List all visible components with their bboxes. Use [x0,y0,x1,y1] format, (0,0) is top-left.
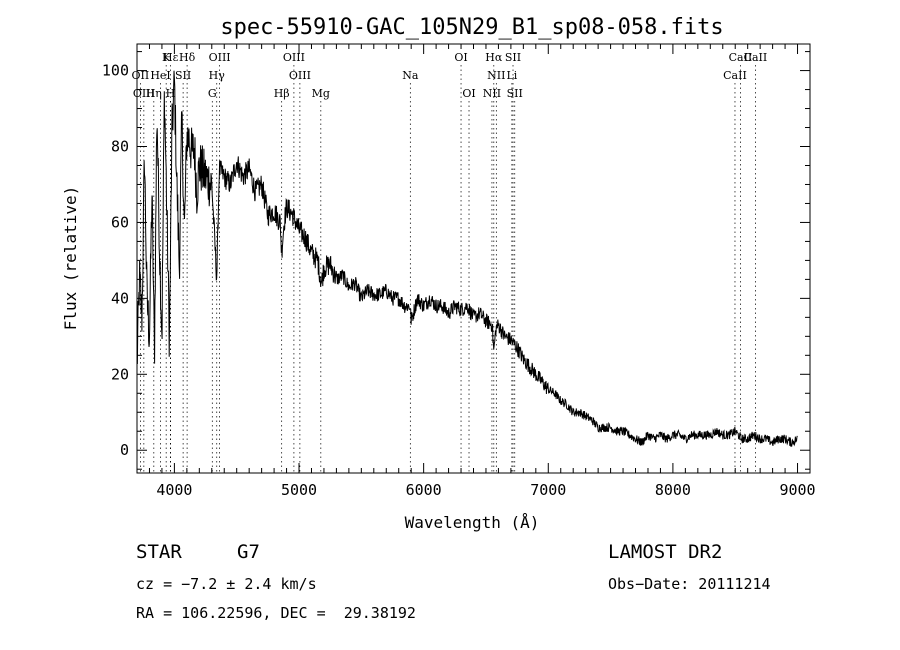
x-tick-label: 4000 [156,481,192,499]
x-tick-label: 9000 [779,481,815,499]
subclass-label: G7 [237,541,260,563]
class-label-text: STAR [136,541,182,563]
line-marker-label: Hδ [179,51,196,64]
class-label: STAR [136,541,182,563]
y-axis-label: Flux (relative) [61,186,80,331]
x-tick-label: 7000 [530,481,566,499]
line-marker-label: Hα [485,51,503,64]
line-marker-label: G [208,87,217,100]
plot-frame [136,43,811,474]
survey-label-text: LAMOST DR2 [608,541,723,563]
line-marker-label: OIII [283,51,305,64]
line-marker-label: SII [175,69,191,82]
line-marker-label: OIII [289,69,311,82]
obs-date-label: Obs−Date: 20111214 [608,575,771,593]
y-tick-label: 100 [102,62,129,80]
line-marker-label: OI [454,51,467,64]
spectrum-line [136,70,798,447]
y-tick-label: 60 [111,213,129,231]
line-marker-label: OI [462,87,475,100]
line-marker-label: Hγ [209,69,226,82]
x-tick-label: 8000 [655,481,691,499]
line-marker-label: HeI [150,69,170,82]
redshift-label-text: cz = −7.2 ± 2.4 km/s [136,575,317,593]
line-marker-label: NII [483,87,501,100]
coords-label: RA = 106.22596, DEC = 29.38192 [136,604,416,622]
y-tick-label: 0 [120,441,129,459]
line-marker-label: OIII [133,87,155,100]
survey-label: LAMOST DR2 [608,541,722,563]
x-tick-label: 5000 [281,481,317,499]
obs-date-label-text: Obs−Date: 20111214 [608,575,771,593]
line-marker-label: CaII [729,51,753,64]
line-marker-label: SII [507,87,523,100]
line-marker-label: CaII [744,51,768,64]
y-tick-label: 80 [111,138,129,156]
line-marker-label: Hε [163,51,179,64]
line-marker-label: Hη [146,87,162,100]
line-marker-label: Li [506,69,517,82]
line-marker-label: H [166,87,176,100]
line-marker-label: SII [505,51,521,64]
y-tick-label: 40 [111,289,129,307]
line-marker-label: Hβ [274,87,290,100]
coords-label-text: RA = 106.22596, DEC = 29.38192 [136,604,416,622]
line-marker-label: Na [402,69,419,82]
subclass-label-text: G7 [237,541,260,563]
redshift-label: cz = −7.2 ± 2.4 km/s [136,575,317,593]
line-marker-label: K [162,51,171,64]
y-tick-label: 20 [111,365,129,383]
line-marker-label: OII [132,69,150,82]
chart-title: spec-55910-GAC_105N29_B1_sp08-058.fits [220,15,723,40]
x-tick-label: 6000 [406,481,442,499]
axes: 4000 5000 6000 7000 8000 9000 0 20 40 60 80 100 [102,43,816,499]
line-marker-label: NII [487,69,505,82]
line-marker-label: Mg [312,87,330,100]
line-marker-label: OIII [209,51,231,64]
x-axis-label: Wavelength (Å) [405,513,540,532]
line-marker-label: CaII [723,69,747,82]
